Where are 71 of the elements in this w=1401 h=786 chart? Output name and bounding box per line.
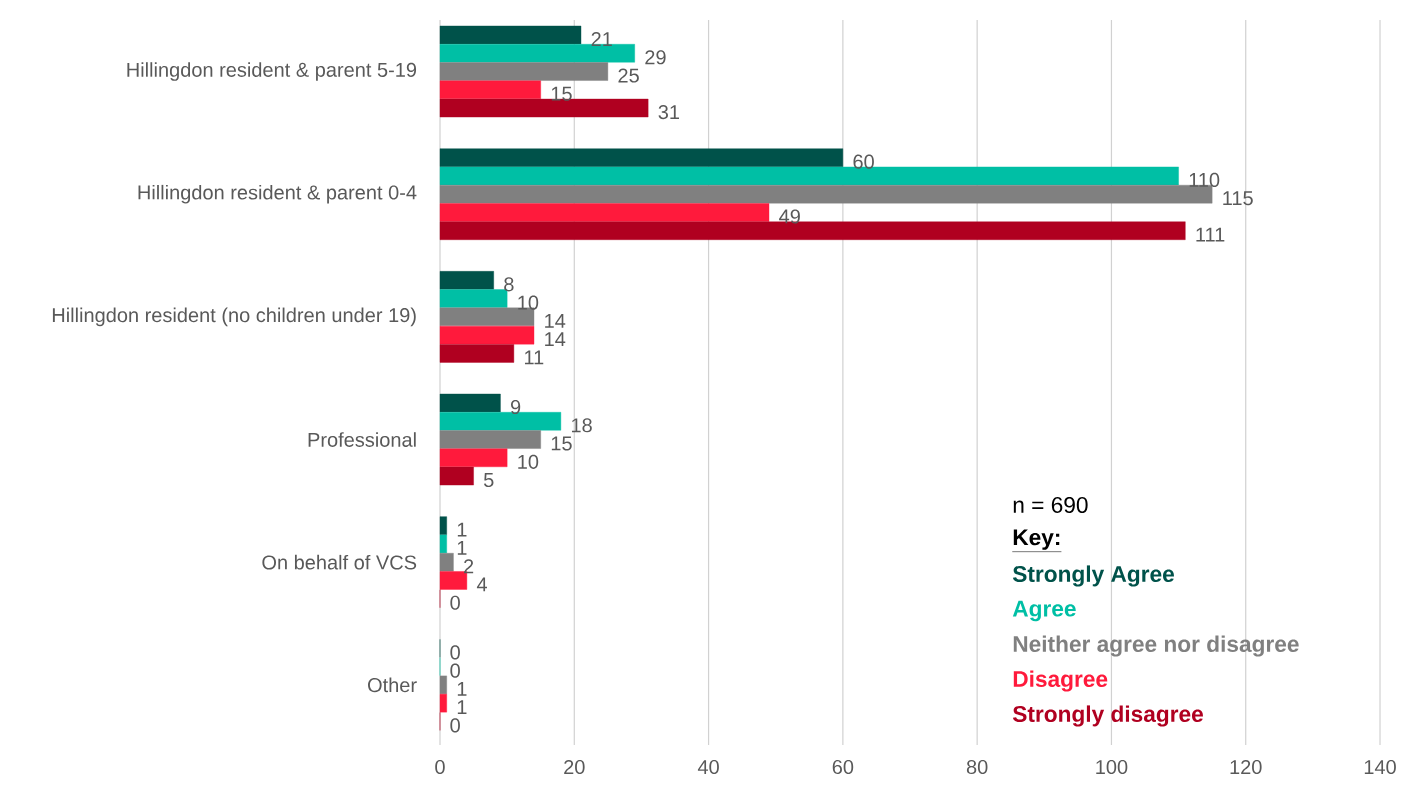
y-tick-label: On behalf of VCS: [262, 554, 417, 570]
x-tick-label: 120: [1230, 759, 1262, 775]
bar: [439, 25, 582, 45]
y-tick-label: Hillingdon resident (no children under 19): [52, 307, 416, 327]
bar: [439, 203, 770, 222]
data-label: 110: [1189, 172, 1220, 187]
bar: [439, 325, 535, 345]
text: Agree: [1012, 600, 1076, 622]
text: Strongly Agree: [1012, 565, 1174, 587]
x-tick-label: 0: [435, 759, 445, 775]
data-label: 10: [518, 295, 539, 310]
bar: [439, 516, 447, 535]
x-tick-label: 20: [564, 759, 585, 775]
data-label: 49: [779, 209, 800, 224]
bar: [439, 393, 501, 413]
data-label: 25: [618, 68, 639, 83]
data-label: 1: [457, 522, 467, 537]
data-label: 10: [518, 454, 539, 469]
y-tick-label: Hillingdon resident & parent 0-4: [138, 184, 417, 204]
data-label: 2: [464, 559, 474, 574]
bar: [439, 271, 494, 290]
annotation: n = 690: [1013, 496, 1088, 514]
y-tick-label: Hillingdon resident & parent 5-19: [127, 62, 417, 81]
data-label: 5: [483, 473, 494, 488]
legend-title: Key:: [1013, 529, 1060, 550]
data-label: 4: [476, 577, 487, 592]
bar: [439, 148, 844, 167]
text: Disagree: [1013, 670, 1108, 692]
data-label: 11: [524, 350, 544, 365]
data-label: 14: [545, 313, 566, 328]
data-label: 115: [1223, 191, 1253, 206]
bar: [439, 344, 515, 363]
data-label: 60: [853, 154, 874, 169]
y-tick-label: Other: [367, 677, 417, 693]
data-label: 18: [571, 418, 592, 433]
bar: [439, 62, 609, 81]
bar: [439, 466, 474, 486]
data-label: 1: [457, 682, 467, 696]
data-label: 9: [510, 399, 521, 415]
data-label: 0: [450, 595, 460, 610]
data-label: 1: [457, 541, 467, 555]
text: Neither agree nor disagree: [1013, 635, 1299, 657]
data-label: 31: [658, 104, 680, 120]
data-label: 15: [551, 86, 572, 101]
data-label: 29: [645, 50, 666, 65]
data-label: 8: [504, 277, 514, 292]
x-tick-label: 80: [966, 759, 988, 775]
bar: [439, 675, 447, 695]
x-tick-label: 60: [832, 759, 854, 775]
bar: [439, 430, 541, 449]
data-label: 21: [591, 32, 612, 46]
x-tick-label: 100: [1096, 759, 1128, 775]
bar: [439, 693, 447, 713]
bar: [439, 553, 454, 572]
bar: [439, 185, 1213, 204]
bar: [439, 44, 635, 63]
data-label: 0: [450, 718, 460, 733]
bar: [439, 412, 562, 431]
bar: [439, 448, 508, 468]
y-tick-label: Professional: [308, 432, 416, 447]
data-label: 14: [545, 332, 566, 347]
bar: [439, 534, 447, 554]
data-label: 1: [457, 700, 467, 715]
data-label: 0: [450, 645, 460, 660]
data-label: 0: [450, 663, 460, 678]
x-tick-label: 40: [697, 759, 719, 775]
text: Strongly disagree: [1012, 705, 1203, 727]
data-label: 111: [1196, 227, 1225, 242]
bar: [439, 80, 541, 99]
x-tick-label: 140: [1364, 759, 1396, 775]
data-label: 15: [551, 436, 572, 451]
